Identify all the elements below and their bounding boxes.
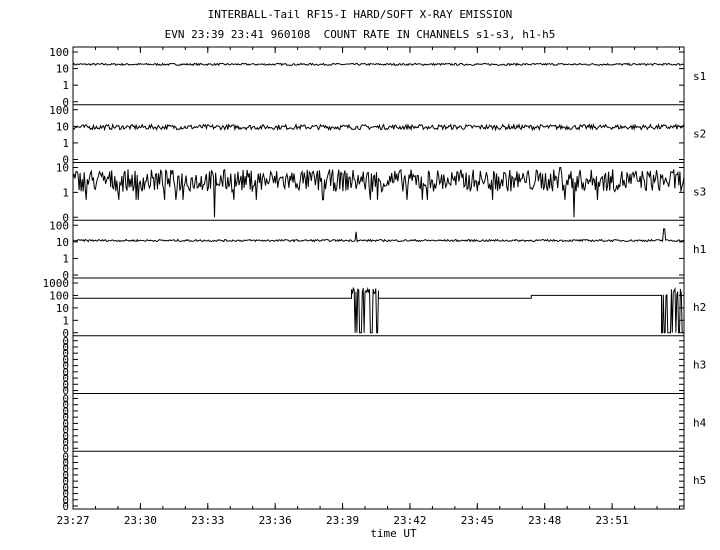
channel-label-s1: s1 (693, 70, 706, 83)
y-tick-label: 0 (62, 366, 69, 379)
y-tick-label: 0 (62, 154, 69, 167)
y-tick-label: 0 (62, 411, 69, 424)
y-tick-label: 0 (62, 488, 69, 501)
y-tick-label: 0 (62, 393, 69, 406)
x-tick-label: 23:27 (56, 514, 89, 527)
channel-label-h4: h4 (693, 416, 707, 429)
y-tick-label: 1 (62, 137, 69, 150)
y-tick-label: 10 (56, 120, 69, 133)
y-tick-label: 0 (62, 360, 69, 373)
x-axis-label: time UT (370, 527, 417, 540)
y-tick-label: 0 (62, 341, 69, 354)
x-tick-label: 23:30 (124, 514, 157, 527)
x-tick-label: 23:39 (326, 514, 359, 527)
y-tick-label: 1 (62, 314, 69, 327)
y-tick-label: 0 (62, 378, 69, 391)
y-tick-label: 0 (62, 463, 69, 476)
channel-label-s2: s2 (693, 128, 706, 141)
series-line-s2 (72, 122, 685, 132)
y-tick-label: 1 (62, 252, 69, 265)
y-tick-label: 0 (62, 481, 69, 494)
channel-label-h5: h5 (693, 474, 706, 487)
y-tick-label: 1 (62, 79, 69, 92)
y-tick-label: 0 (62, 430, 69, 443)
x-tick-label: 23:33 (191, 514, 224, 527)
series-line-h2 (73, 286, 684, 334)
channel-label-h1: h1 (693, 243, 706, 256)
y-tick-label: 1 (62, 186, 69, 199)
y-tick-label: 0 (62, 385, 69, 398)
y-tick-label: 0 (62, 372, 69, 385)
chart-subtitle: EVN 23:39 23:41 960108 COUNT RATE IN CHA… (164, 28, 556, 41)
x-tick-label: 23:45 (461, 514, 494, 527)
y-tick-label: 10 (56, 63, 69, 76)
series-line-h1 (72, 228, 685, 243)
y-tick-label: 0 (62, 399, 69, 412)
y-tick-label: 0 (62, 335, 69, 348)
x-tick-label: 23:42 (393, 514, 426, 527)
y-tick-label: 100 (49, 46, 69, 59)
series-line-s3 (72, 167, 685, 218)
channel-label-h3: h3 (693, 359, 706, 372)
y-tick-label: 100 (49, 104, 69, 117)
y-tick-label: 0 (62, 424, 69, 437)
x-tick-label: 23:51 (596, 514, 629, 527)
y-tick-label: 0 (62, 450, 69, 463)
chart-title: INTERBALL-Tail RF15-I HARD/SOFT X-RAY EM… (207, 8, 513, 21)
y-tick-label: 100 (49, 219, 69, 232)
y-tick-label: 0 (62, 436, 69, 449)
series-line-s1 (72, 62, 685, 67)
y-tick-label: 0 (62, 347, 69, 360)
y-tick-label: 0 (62, 469, 69, 482)
y-tick-label: 0 (62, 269, 69, 282)
y-tick-label: 0 (62, 327, 69, 340)
channel-label-h2: h2 (693, 301, 706, 314)
y-tick-label: 0 (62, 494, 69, 507)
y-tick-label: 0 (62, 417, 69, 430)
y-tick-label: 10 (56, 162, 69, 175)
x-tick-label: 23:48 (528, 514, 561, 527)
channel-label-s3: s3 (693, 185, 706, 198)
y-tick-label: 10 (56, 236, 69, 249)
y-tick-label: 10 (56, 302, 69, 315)
y-tick-label: 0 (62, 475, 69, 488)
y-tick-label: 100 (49, 289, 69, 302)
y-tick-label: 0 (62, 442, 69, 455)
y-tick-label: 0 (62, 500, 69, 513)
y-tick-label: 0 (62, 211, 69, 224)
y-tick-label: 0 (62, 456, 69, 469)
y-tick-label: 0 (62, 353, 69, 366)
y-tick-label: 0 (62, 96, 69, 109)
y-tick-label: 0 (62, 405, 69, 418)
y-tick-label: 1000 (43, 277, 70, 290)
x-tick-label: 23:36 (259, 514, 292, 527)
